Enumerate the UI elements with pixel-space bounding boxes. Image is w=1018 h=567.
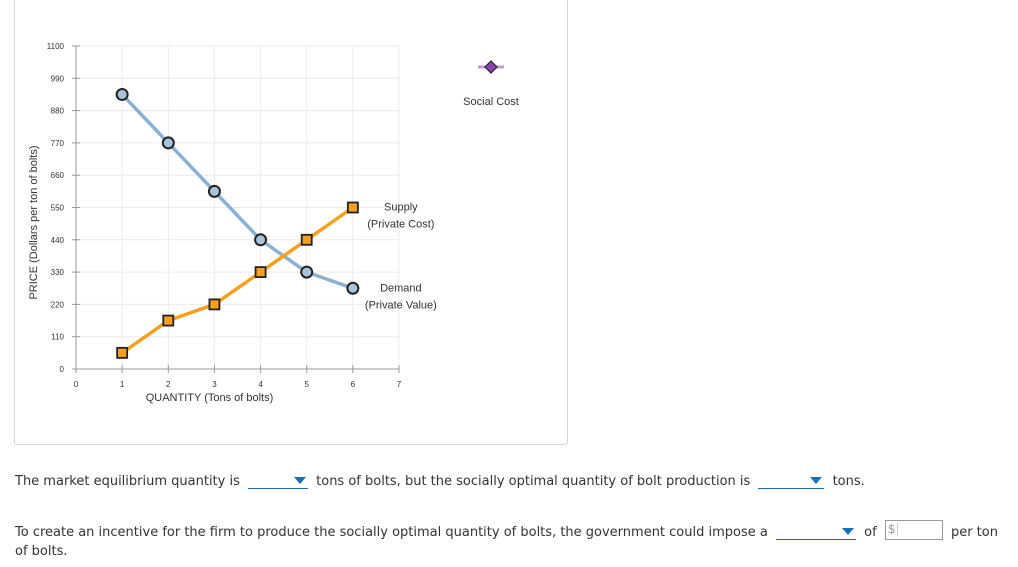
x-tick-label: 7	[397, 380, 402, 389]
y-tick-label: 990	[51, 74, 65, 83]
series-label: (Private Cost)	[367, 219, 434, 231]
x-axis-label: QUANTITY (Tons of bolts)	[146, 392, 274, 404]
policy-type-dropdown[interactable]	[776, 523, 856, 540]
demand-point	[207, 184, 221, 198]
x-tick-label: 1	[120, 380, 125, 389]
question-line-2: To create an incentive for the firm to p…	[15, 520, 998, 540]
x-tick-label: 6	[351, 380, 356, 389]
chevron-down-icon	[810, 477, 823, 484]
supply-point	[300, 233, 313, 246]
y-tick-label: 660	[51, 171, 65, 180]
y-tick-label: 330	[51, 268, 65, 277]
y-tick-label: 110	[51, 333, 64, 342]
series-label: Demand	[380, 282, 422, 294]
demand-point	[115, 87, 129, 101]
question-text-1b: tons of bolts, but the socially optimal …	[316, 474, 751, 489]
series-label: Supply	[384, 202, 418, 214]
question-text-2b: of	[864, 525, 877, 540]
y-axis-label: PRICE (Dollars per ton of bolts)	[28, 145, 40, 299]
question-text-2a: To create an incentive for the firm to p…	[15, 525, 768, 540]
question-text-1c: tons.	[832, 474, 865, 489]
question-text-1a: The market equilibrium quantity is	[15, 474, 240, 489]
supply-point	[162, 314, 175, 327]
diamond-icon	[484, 60, 498, 74]
demand-point	[161, 136, 175, 150]
question-text-2c: per ton	[950, 525, 998, 540]
x-tick-label: 2	[166, 380, 171, 389]
chevron-down-icon	[294, 477, 306, 484]
supply-point	[116, 346, 129, 359]
chevron-down-icon	[842, 528, 854, 535]
y-tick-label: 440	[51, 236, 65, 245]
demand-point	[300, 265, 314, 279]
demand-point	[346, 281, 360, 295]
series-line	[120, 93, 354, 290]
x-tick-label: 3	[212, 380, 217, 389]
policy-amount-field[interactable]: $	[884, 520, 943, 540]
equilibrium-quantity-dropdown[interactable]	[248, 472, 308, 489]
optimal-quantity-dropdown[interactable]	[758, 472, 825, 489]
legend-label: Social Cost	[463, 96, 519, 108]
series-label: (Private Value)	[365, 299, 437, 311]
chart: 0 110 220 330 440 550 660 770 880 990 1100 0 1 2 3 4 5 6 7…	[28, 42, 519, 404]
question-line-3: of bolts.	[15, 544, 68, 559]
y-tick-label: 0	[60, 365, 65, 374]
y-tick-label: 1100	[47, 42, 65, 51]
y-tick-label: 220	[51, 300, 65, 309]
supply-point	[208, 298, 221, 311]
x-tick-label: 4	[258, 380, 263, 389]
supply-point	[346, 201, 359, 214]
policy-amount-input[interactable]	[899, 521, 938, 537]
chart-panel: 0 110 220 330 440 550 660 770 880 990 1100 0 1 2 3 4 5 6 7…	[14, 0, 568, 445]
y-tick-label: 770	[51, 139, 65, 148]
question-line-1: The market equilibrium quantity is tons …	[15, 472, 865, 489]
x-tick-label: 0	[74, 380, 79, 389]
x-tick-label: 5	[304, 380, 309, 389]
dollar-sign: $	[888, 522, 899, 536]
y-tick-label: 550	[51, 204, 65, 213]
demand-point	[254, 233, 268, 247]
y-tick-label: 880	[51, 107, 65, 116]
series-line	[121, 206, 354, 355]
supply-point	[254, 266, 267, 279]
